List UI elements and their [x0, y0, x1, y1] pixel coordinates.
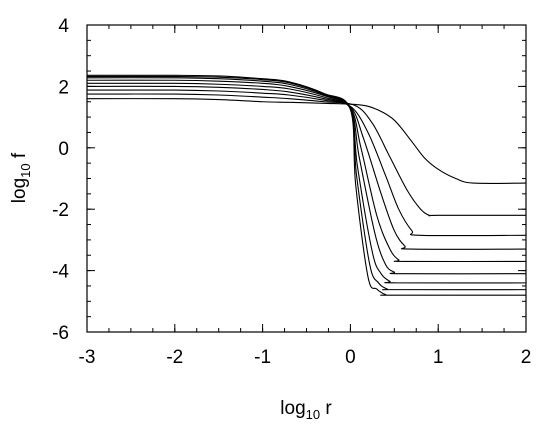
x-tick-label: 2 [521, 347, 532, 368]
y-axis-title: log10 f [9, 152, 33, 203]
x-tick-label: -3 [79, 347, 96, 368]
series-line [86, 75, 527, 291]
x-axis-title: log10 r [280, 398, 332, 422]
y-tick-label: -2 [52, 200, 69, 221]
plot-frame [86, 24, 527, 333]
x-tick-label: -2 [166, 347, 183, 368]
series-line [86, 98, 527, 184]
x-tick-label: 0 [345, 347, 356, 368]
y-tick-label: 2 [58, 77, 69, 98]
curves [86, 74, 527, 296]
series-line [86, 85, 527, 250]
x-tick-label: 1 [433, 347, 444, 368]
axis-ticks [86, 24, 527, 333]
series-line [86, 93, 526, 217]
y-tick-label: -6 [52, 323, 69, 344]
series-line [86, 79, 527, 275]
series-line [86, 74, 527, 296]
y-tick-label: 4 [58, 16, 69, 37]
series-line [86, 82, 527, 263]
series-line [86, 89, 527, 237]
tick-labels: -3 -2 -1 0 1 2 -6 -4 -2 0 2 4 [52, 16, 531, 368]
y-tick-label: -4 [52, 262, 69, 283]
y-tick-label: 0 [58, 139, 69, 160]
x-tick-label: -1 [254, 347, 271, 368]
